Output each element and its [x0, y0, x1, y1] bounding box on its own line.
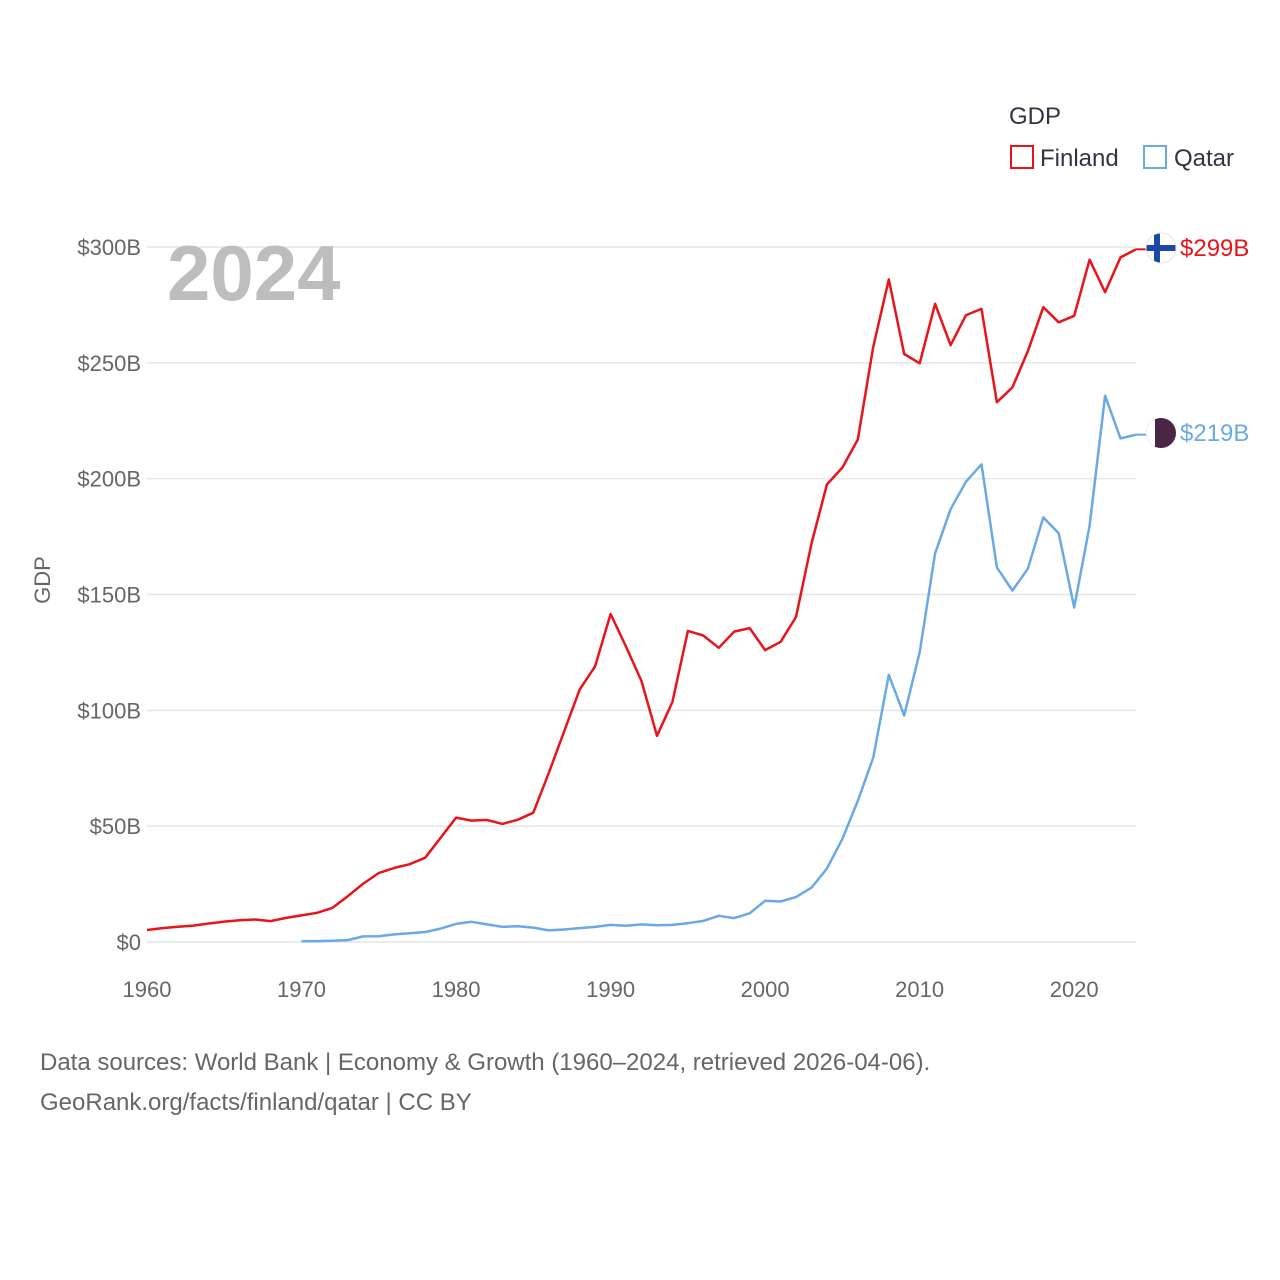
x-tick-label: 2010	[895, 977, 944, 1002]
footer: Data sources: World Bank | Economy & Gro…	[40, 1043, 930, 1123]
legend-label-finland[interactable]: Finland	[1040, 145, 1119, 172]
qatar-flag-icon	[1146, 418, 1176, 448]
y-axis-ticks: $0 $50B $100B $150B $200B $250B $300B	[77, 235, 141, 955]
series-lines	[146, 248, 1146, 943]
year-label: 2024	[167, 229, 341, 317]
y-tick-label: $50B	[90, 814, 141, 839]
x-tick-label: 2020	[1050, 977, 1099, 1002]
y-tick-label: $200B	[77, 467, 141, 492]
gdp-line-chart: $0 $50B $100B $150B $200B $250B $300B 1960 1970…	[30, 103, 1249, 1002]
legend: GDP Finland Qatar	[1009, 103, 1234, 172]
x-tick-label: 2000	[741, 977, 790, 1002]
end-label-qatar: $219B	[1180, 420, 1249, 447]
footer-sources: Data sources: World Bank | Economy & Gro…	[40, 1049, 931, 1076]
y-tick-label: $100B	[77, 698, 141, 723]
y-tick-label: $150B	[77, 583, 141, 608]
series-line-qatar[interactable]	[301, 394, 1137, 943]
x-tick-label: 1970	[277, 977, 326, 1002]
finland-flag-icon	[1146, 233, 1176, 263]
gridlines	[147, 246, 1136, 943]
series-line-finland[interactable]	[146, 248, 1137, 932]
x-axis-ticks: 1960 1970 1980 1990 2000 2010 2020	[123, 977, 1099, 1002]
y-axis-label: GDP	[30, 556, 55, 604]
x-tick-label: 1980	[432, 977, 481, 1002]
end-label-finland: $299B	[1180, 235, 1249, 262]
x-tick-label: 1990	[586, 977, 635, 1002]
footer-source-link[interactable]: GeoRank.org/facts/finland/qatar | CC BY	[40, 1089, 472, 1116]
legend-label-qatar[interactable]: Qatar	[1174, 145, 1234, 172]
x-tick-label: 1960	[123, 977, 172, 1002]
y-tick-label: $300B	[77, 235, 141, 260]
legend-title: GDP	[1009, 103, 1061, 130]
y-tick-label: $250B	[77, 351, 141, 376]
legend-swatch-finland	[1010, 145, 1034, 169]
y-tick-label: $0	[117, 930, 141, 955]
legend-swatch-qatar	[1143, 145, 1167, 169]
